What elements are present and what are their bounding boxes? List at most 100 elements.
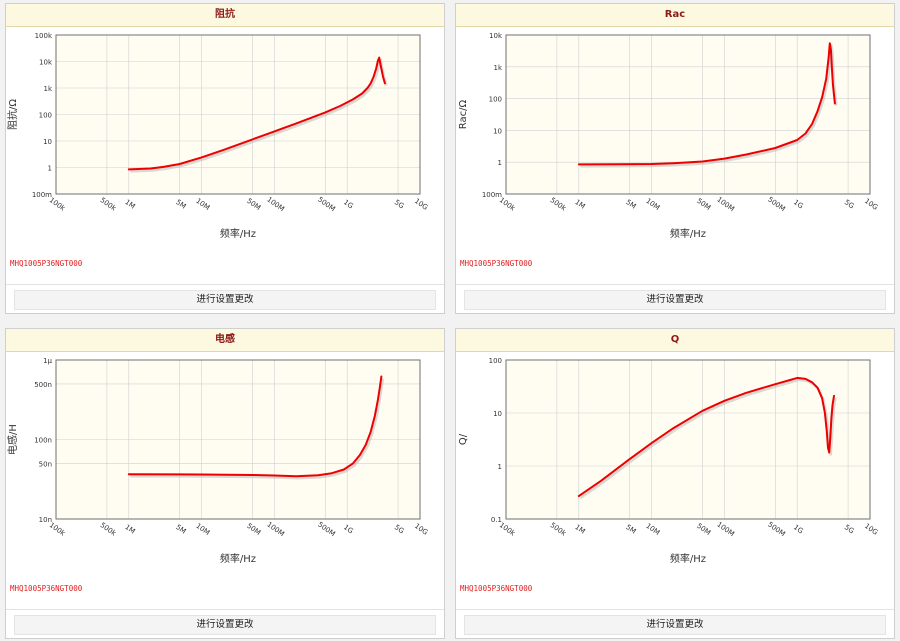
- x-tick-label: 50M: [245, 197, 262, 212]
- part-number-label: MHQ1005P36NGT000: [460, 584, 533, 593]
- x-tick-label: 100k: [498, 196, 518, 213]
- x-tick-label: 1M: [573, 523, 586, 536]
- x-tick-label: 100M: [265, 196, 285, 214]
- series-shadow: [580, 44, 838, 168]
- x-tick-label: 50M: [695, 522, 712, 537]
- x-tick-label: 500k: [549, 196, 569, 213]
- x-tick-label: 5M: [174, 523, 187, 536]
- x-tick-label: 10M: [194, 522, 211, 537]
- series-line: [127, 375, 383, 478]
- x-tick-label: 1M: [573, 198, 586, 211]
- x-tick-label: 10G: [413, 522, 429, 537]
- plot-frame: [505, 34, 871, 195]
- x-tick-label: 500M: [316, 521, 336, 539]
- change-settings-button[interactable]: 进行设置更改: [464, 615, 886, 635]
- panel-title: Rac: [456, 4, 894, 27]
- y-tick-label: 100m: [482, 191, 502, 199]
- y-tick-label: 1: [498, 463, 502, 471]
- panel-title: 电感: [6, 329, 444, 352]
- x-tick-label: 1M: [123, 198, 136, 211]
- x-tick-label: 100M: [265, 521, 285, 539]
- y-axis-label: 电感/H: [6, 424, 19, 455]
- y-tick-label: 100: [489, 357, 502, 365]
- x-tick-label: 5G: [393, 523, 406, 535]
- x-tick-label: 10M: [644, 522, 661, 537]
- panel-footer: 进行设置更改: [456, 284, 894, 315]
- x-tick-label: 10G: [863, 522, 879, 537]
- y-tick-label: 0.1: [491, 516, 502, 524]
- x-tick-label: 500k: [99, 196, 119, 213]
- panel-footer: 进行设置更改: [6, 609, 444, 640]
- plot-area: [506, 35, 870, 194]
- y-tick-label: 100: [39, 112, 52, 120]
- x-axis-label: 频率/Hz: [670, 227, 706, 240]
- x-tick-label: 5M: [624, 198, 637, 211]
- x-tick-label: 5G: [843, 523, 856, 535]
- y-tick-label: 10: [493, 410, 502, 418]
- part-number-label: MHQ1005P36NGT000: [10, 259, 83, 268]
- x-tick-label: 100k: [498, 521, 518, 538]
- y-tick-label: 1: [48, 165, 52, 173]
- impedance-chart: 100m 1 10 100 1k 10k 100k 100k 500k 1M 5M 10M 50M 100…: [6, 32, 429, 240]
- x-tick-label: 10M: [644, 197, 661, 212]
- x-tick-label: 50M: [245, 522, 262, 537]
- panel-footer: 进行设置更改: [456, 609, 894, 640]
- series-line: [577, 42, 836, 166]
- plot-frame: [55, 34, 421, 195]
- x-tick-label: 1G: [342, 198, 355, 210]
- plot-frame: [505, 359, 871, 520]
- panel-title: 阻抗: [6, 4, 444, 27]
- x-axis-label: 频率/Hz: [220, 552, 256, 565]
- change-settings-button[interactable]: 进行设置更改: [464, 290, 886, 310]
- inductance-panel: 电感 10n 50n 100n 500n 1µ 100k 500k 1M 5M 10M 50M 100…: [5, 328, 445, 639]
- panel-title: Q: [456, 329, 894, 352]
- x-tick-label: 10M: [194, 197, 211, 212]
- x-tick-label: 5G: [843, 198, 856, 210]
- plot-area: [506, 360, 870, 519]
- rac-panel: Rac 100m 1 10 100 1k 10k 100k 500k 1M 5M 10M 50M 100…: [455, 3, 895, 314]
- y-tick-label: 1: [498, 159, 502, 167]
- y-tick-label: 500n: [34, 381, 52, 389]
- y-tick-label: 10: [43, 138, 52, 146]
- change-settings-button[interactable]: 进行设置更改: [14, 290, 436, 310]
- series-line: [577, 376, 835, 498]
- part-number-label: MHQ1005P36NGT000: [10, 584, 83, 593]
- x-axis-label: 频率/Hz: [220, 227, 256, 240]
- x-tick-label: 5G: [393, 198, 406, 210]
- x-tick-label: 100k: [48, 521, 68, 538]
- y-tick-label: 1k: [493, 64, 502, 72]
- y-tick-label: 10k: [489, 32, 503, 40]
- x-tick-label: 5M: [624, 523, 637, 536]
- y-tick-label: 50n: [39, 460, 52, 468]
- y-axis-label: Q/: [458, 433, 469, 445]
- x-tick-label: 500M: [766, 521, 786, 539]
- x-tick-label: 50M: [695, 197, 712, 212]
- plot-frame: [55, 359, 421, 520]
- x-tick-label: 500k: [99, 521, 119, 538]
- y-tick-label: 100m: [32, 191, 52, 199]
- change-settings-button[interactable]: 进行设置更改: [14, 615, 436, 635]
- x-tick-label: 500M: [766, 196, 786, 214]
- inductance-chart: 10n 50n 100n 500n 1µ 100k 500k 1M 5M 10M 50M 100M 50…: [6, 357, 429, 565]
- x-tick-label: 100M: [715, 196, 735, 214]
- x-tick-label: 10G: [413, 197, 429, 212]
- impedance-panel: 阻抗 100m 1 10 100 1k 10k 100k 100k 500k 1M 5M 10M 50M…: [5, 3, 445, 314]
- x-tick-label: 500k: [549, 521, 569, 538]
- x-tick-label: 10G: [863, 197, 879, 212]
- q-panel: Q 0.1 1 10 100 100k 500k 1M 5M 10M 50M 100M 500M 1G 5…: [455, 328, 895, 639]
- y-axis-label: Rac/Ω: [458, 99, 469, 129]
- series-shadow: [130, 378, 385, 480]
- y-tick-label: 100k: [35, 32, 53, 40]
- y-axis-label: 阻抗/Ω: [6, 99, 19, 130]
- y-tick-label: 100n: [34, 437, 52, 445]
- y-tick-label: 1µ: [43, 357, 52, 365]
- rac-chart: 100m 1 10 100 1k 10k 100k 500k 1M 5M 10M 50M 100M 500…: [458, 32, 879, 240]
- q-chart: 0.1 1 10 100 100k 500k 1M 5M 10M 50M 100M 500M 1G 5G 1…: [458, 357, 879, 565]
- series-line: [127, 56, 386, 171]
- y-tick-label: 10: [493, 127, 502, 135]
- x-axis-label: 频率/Hz: [670, 552, 706, 565]
- panel-footer: 进行设置更改: [6, 284, 444, 315]
- x-tick-label: 500M: [316, 196, 336, 214]
- x-tick-label: 1G: [342, 523, 355, 535]
- x-tick-label: 100M: [715, 521, 735, 539]
